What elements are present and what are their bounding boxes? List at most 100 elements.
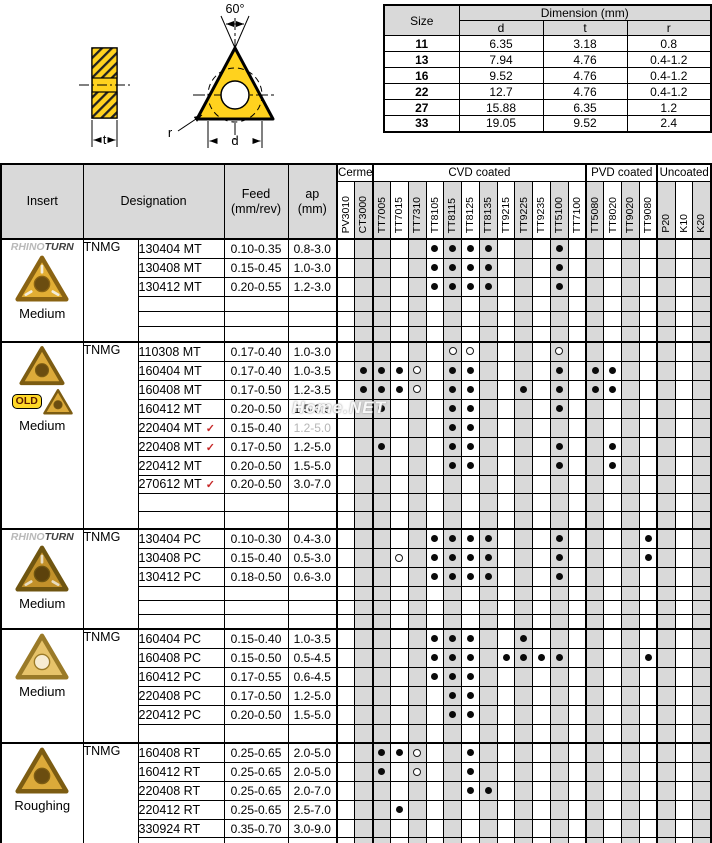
designation-text: 270612 MT xyxy=(138,477,202,491)
grade-cell xyxy=(621,742,641,763)
grade-cell xyxy=(603,586,623,601)
table-row: Medium TNMG 160404 PC 0.15-0.40 1.0-3.5 xyxy=(0,627,712,744)
designation-code: 160412 MT xyxy=(137,398,225,419)
grade-cell xyxy=(567,781,587,801)
dot-filled-icon xyxy=(449,461,457,469)
dot-filled-icon xyxy=(644,535,652,543)
dot-filled-icon xyxy=(555,283,563,291)
grade-cell xyxy=(674,238,694,259)
dimension-value: 4.76 xyxy=(542,51,628,68)
top-view: 60° d r xyxy=(168,2,277,148)
dot-filled-icon xyxy=(466,535,474,543)
grade-cell xyxy=(567,627,587,649)
dot-filled-icon xyxy=(466,283,474,291)
grade-cell xyxy=(532,436,552,457)
grade-cell xyxy=(639,781,658,801)
grade-cell xyxy=(443,436,463,457)
designation-text: 220408 MT xyxy=(138,439,202,454)
grade-cell xyxy=(532,360,552,381)
insert-cell-content: OLD Medium xyxy=(2,343,83,433)
grade-cell xyxy=(425,685,445,706)
grade-cell xyxy=(585,474,605,494)
grade-cell xyxy=(461,666,480,687)
grade-cell xyxy=(354,238,374,259)
designation-code: 220412 PC xyxy=(137,704,225,725)
grade-cell xyxy=(656,586,676,601)
grade-cell xyxy=(371,600,391,615)
designation-text: 130408 MT xyxy=(138,261,202,275)
table-row: 160408 PC 0.15-0.50 0.5-4.5 xyxy=(1,647,712,668)
grade-cell xyxy=(603,666,623,687)
grade-cell xyxy=(567,398,587,419)
grade-cell xyxy=(621,762,641,782)
dimension-value: 4.76 xyxy=(542,67,628,84)
dot-open-icon xyxy=(555,347,564,356)
grade-cell xyxy=(514,379,534,400)
grade-cell xyxy=(532,417,552,438)
grade-cell xyxy=(567,567,587,587)
grade-cell xyxy=(585,417,605,438)
grade-cell xyxy=(692,296,712,312)
designation-prefix: TNMG xyxy=(82,742,139,843)
grade-cell xyxy=(567,455,587,476)
grade-cell xyxy=(371,277,391,297)
grade-cell xyxy=(639,417,658,438)
grade-group-header: PVD coated xyxy=(585,163,658,182)
designation-code: 110308 MT xyxy=(137,340,225,362)
size-value: 11 xyxy=(383,35,460,52)
grade-cell xyxy=(389,417,409,438)
grade-cell xyxy=(389,800,409,820)
grade-column-header: TT7015 xyxy=(389,180,409,240)
dot-filled-icon xyxy=(609,366,617,374)
grade-cell xyxy=(567,528,587,549)
grade-cell xyxy=(692,548,712,568)
grade-cell xyxy=(371,781,391,801)
table-row: 220412 RT 0.25-0.65 2.5-7.0 xyxy=(1,800,712,820)
grade-cell xyxy=(371,723,391,744)
dot-filled-icon xyxy=(395,749,403,757)
grade-cell xyxy=(639,586,658,601)
dot-filled-icon xyxy=(431,554,439,562)
grade-cell xyxy=(585,398,605,419)
grade-cell xyxy=(514,567,534,587)
grade-cell xyxy=(425,277,445,297)
dimension-value: 0.4-1.2 xyxy=(626,51,712,68)
dot-filled-icon xyxy=(484,573,492,581)
grade-cell xyxy=(336,627,356,649)
grade-cell xyxy=(656,548,676,568)
dot-filled-icon xyxy=(378,385,386,393)
size-header: Size xyxy=(383,4,460,36)
grade-cell xyxy=(674,326,694,342)
dot-filled-icon xyxy=(466,653,474,661)
grade-cell xyxy=(692,398,712,419)
grade-cell xyxy=(514,614,534,629)
grade-cell xyxy=(692,600,712,615)
grade-cell xyxy=(514,647,534,668)
grade-cell xyxy=(461,567,480,587)
grade-group-header: Cermet xyxy=(336,163,374,182)
feed-value xyxy=(223,586,289,601)
grade-cell xyxy=(336,398,356,419)
grade-cell xyxy=(514,762,534,782)
insert-image-cell: RHINOTURN Medium xyxy=(0,528,84,629)
dot-filled-icon xyxy=(609,442,617,450)
designation-text: 330924 RT xyxy=(138,821,201,836)
empty-row xyxy=(1,296,712,312)
grade-cell xyxy=(639,258,658,278)
grade-cell xyxy=(692,781,712,801)
grade-cell xyxy=(496,819,516,838)
grade-cell xyxy=(514,326,534,342)
dot-filled-icon xyxy=(449,385,457,393)
grade-cell xyxy=(585,614,605,629)
grade-cell xyxy=(621,781,641,801)
dot-filled-icon xyxy=(502,653,510,661)
designation-text: 160412 RT xyxy=(138,765,201,779)
dot-filled-icon xyxy=(431,283,439,291)
empty-row xyxy=(1,614,712,629)
grade-cell xyxy=(656,474,676,494)
ap-value: 1.5-5.0 xyxy=(287,704,338,725)
grade-cell xyxy=(443,685,463,706)
feed-value xyxy=(223,326,289,342)
dimension-value: 19.05 xyxy=(458,115,544,132)
grade-cell xyxy=(425,238,445,259)
